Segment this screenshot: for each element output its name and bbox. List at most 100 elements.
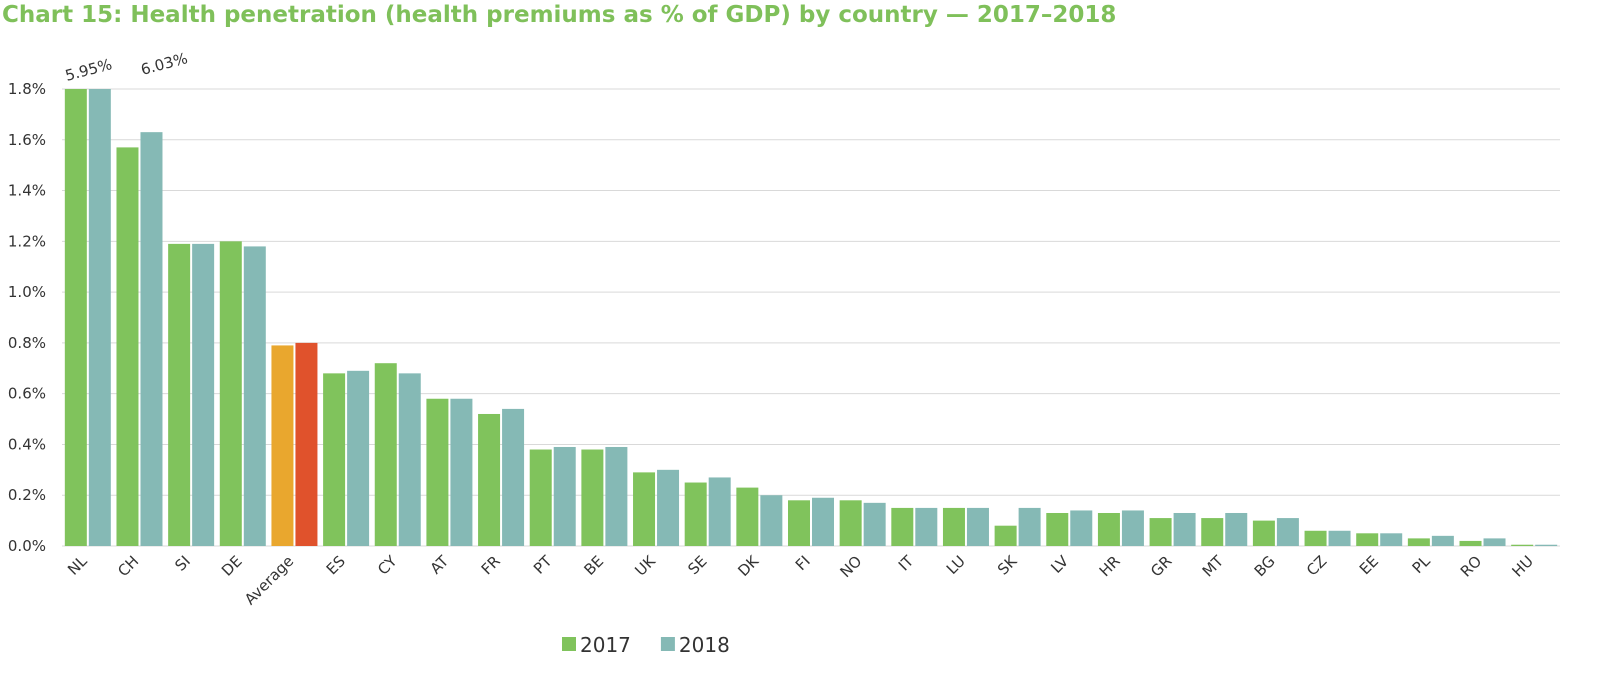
bar <box>1121 510 1144 546</box>
bar <box>271 345 294 546</box>
x-tick-label: RO <box>1457 552 1485 580</box>
bar <box>1276 518 1299 546</box>
bar <box>323 373 346 546</box>
bar <box>502 408 525 546</box>
bar <box>1173 512 1196 546</box>
bar <box>1511 544 1534 546</box>
x-tick-label: DK <box>734 551 763 580</box>
bar <box>760 495 783 546</box>
x-tick-label: SK <box>994 551 1021 578</box>
legend-label: 2018 <box>679 633 730 657</box>
y-tick-label: 0.8% <box>8 334 46 352</box>
bar <box>657 469 680 546</box>
chart-title: Chart 15: Health penetration (health pre… <box>2 2 1116 28</box>
x-tick-label: UK <box>631 551 659 579</box>
bar <box>88 89 111 546</box>
y-tick-label: 0.0% <box>8 537 46 555</box>
bar <box>116 147 139 546</box>
bar <box>633 472 656 546</box>
bar <box>966 507 989 546</box>
x-tick-label: MT <box>1199 552 1228 581</box>
x-tick-label: SE <box>684 552 710 578</box>
x-tick-label: NO <box>836 552 865 581</box>
bar <box>605 446 628 546</box>
bar <box>478 413 501 546</box>
x-tick-label: Average <box>241 552 297 608</box>
x-tick-label: LU <box>943 552 969 578</box>
bar <box>1535 544 1558 546</box>
x-tick-label: NL <box>64 552 91 579</box>
bar <box>243 246 266 546</box>
legend-swatch <box>562 637 576 651</box>
bar <box>1407 538 1430 546</box>
x-tick-label: SI <box>171 552 194 575</box>
x-tick-label: CY <box>374 552 401 579</box>
x-tick-label: BE <box>580 552 607 579</box>
bar <box>1380 533 1403 546</box>
y-tick-label: 1.0% <box>8 283 46 301</box>
bar <box>1201 518 1224 546</box>
x-tick-label: DE <box>218 552 246 580</box>
bar <box>1070 510 1093 546</box>
y-tick-label: 1.8% <box>8 80 46 98</box>
bar <box>1097 512 1120 546</box>
x-tick-label: AT <box>427 552 453 578</box>
y-tick-label: 1.6% <box>8 131 46 149</box>
bar <box>1328 530 1351 546</box>
bar <box>839 500 862 546</box>
bar <box>1252 520 1275 546</box>
bar <box>529 449 552 546</box>
bar <box>219 241 242 547</box>
bar <box>450 398 473 546</box>
value-label: 6.03% <box>139 49 190 79</box>
bar <box>942 507 965 546</box>
bar <box>168 243 191 546</box>
bars <box>64 89 1558 547</box>
bar <box>891 507 914 546</box>
y-tick-label: 0.4% <box>8 435 46 453</box>
bar <box>347 370 370 546</box>
x-tick-label: PT <box>530 552 556 578</box>
x-tick-label: PL <box>1409 552 1434 577</box>
bar <box>708 477 731 546</box>
value-label: 5.95% <box>63 55 114 85</box>
bar <box>140 132 163 546</box>
bar <box>1046 512 1069 546</box>
y-tick-label: 1.4% <box>8 182 46 200</box>
bar <box>581 449 604 546</box>
bar <box>374 363 397 546</box>
bar <box>1149 518 1172 546</box>
bar <box>553 446 576 546</box>
bar <box>812 497 834 546</box>
bar <box>64 89 87 546</box>
y-tick-label: 0.6% <box>8 385 46 403</box>
x-tick-label: LV <box>1047 552 1072 577</box>
x-tick-label: GR <box>1147 552 1175 580</box>
x-tick-label: IT <box>895 552 918 575</box>
bar <box>1304 530 1327 546</box>
bar <box>295 342 318 546</box>
x-tick-label: BG <box>1251 552 1279 580</box>
x-tick-label: FR <box>478 552 504 578</box>
x-tick-label: HU <box>1509 552 1537 580</box>
bar <box>684 482 707 546</box>
legend-swatch <box>660 637 675 651</box>
y-tick-label: 1.2% <box>8 232 46 250</box>
bar <box>192 243 215 546</box>
x-tick-label: HR <box>1096 552 1124 580</box>
bar <box>1225 512 1248 546</box>
y-tick-label: 0.2% <box>8 486 46 504</box>
bar <box>788 500 810 546</box>
bar <box>426 398 449 546</box>
legend-label: 2017 <box>580 633 631 657</box>
bar <box>1356 533 1379 546</box>
x-tick-label: CH <box>114 552 142 580</box>
x-tick-label: ES <box>323 552 349 578</box>
bar <box>1431 535 1454 546</box>
x-tick-label: FI <box>792 552 814 574</box>
bar <box>1018 507 1041 546</box>
bar <box>1459 540 1482 546</box>
x-tick-label: CZ <box>1303 552 1330 579</box>
bar <box>736 487 759 546</box>
